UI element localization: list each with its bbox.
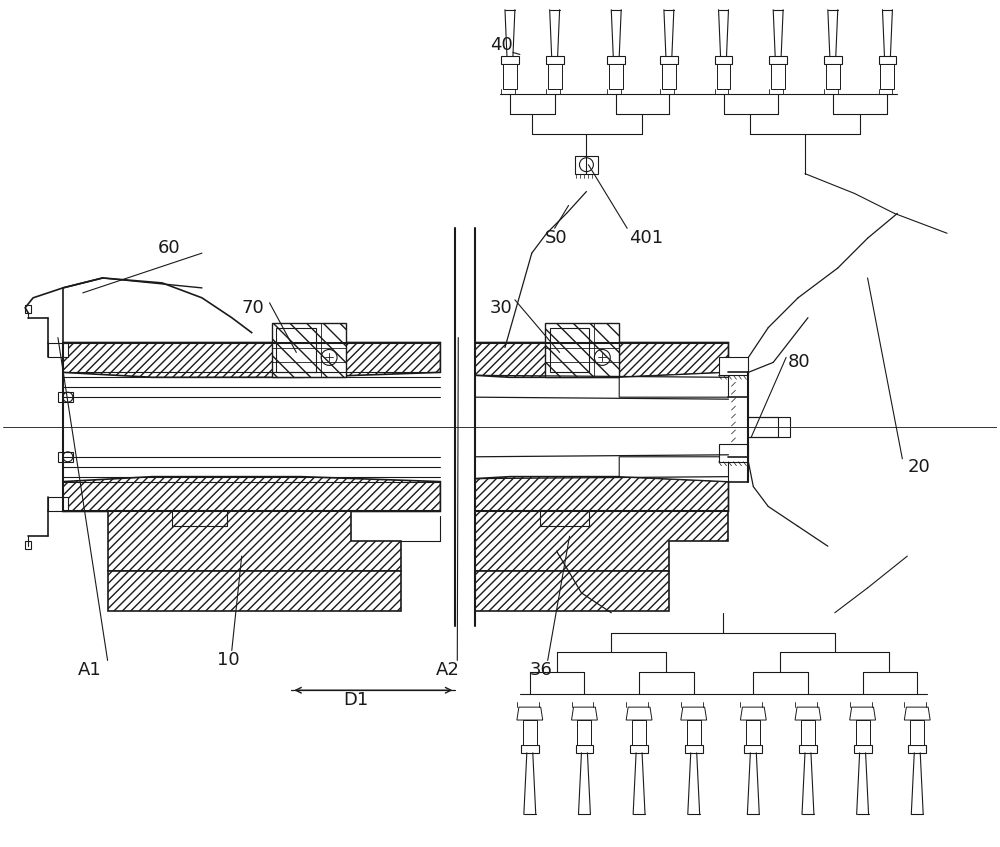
Bar xyxy=(778,417,790,437)
Bar xyxy=(550,328,589,373)
Bar xyxy=(856,720,870,745)
Text: 60: 60 xyxy=(157,239,180,257)
Bar xyxy=(824,57,842,64)
Text: 40: 40 xyxy=(490,36,513,53)
Bar xyxy=(715,57,732,64)
Text: 80: 80 xyxy=(788,353,811,371)
Bar xyxy=(58,392,73,402)
Bar xyxy=(879,57,896,64)
Bar xyxy=(503,64,517,89)
Bar xyxy=(910,720,924,745)
Bar xyxy=(577,720,591,745)
Polygon shape xyxy=(63,477,440,512)
Text: 70: 70 xyxy=(242,299,264,317)
Bar xyxy=(632,720,646,745)
Polygon shape xyxy=(475,571,669,611)
Text: 30: 30 xyxy=(490,299,513,317)
Bar xyxy=(717,64,730,89)
Bar xyxy=(58,451,73,462)
Bar xyxy=(854,745,872,753)
Text: A2: A2 xyxy=(435,662,459,679)
Bar xyxy=(826,64,840,89)
Text: 36: 36 xyxy=(530,662,553,679)
Bar xyxy=(744,745,762,753)
Polygon shape xyxy=(619,457,728,482)
Bar xyxy=(575,156,598,174)
Bar xyxy=(660,57,678,64)
Polygon shape xyxy=(475,342,728,377)
Polygon shape xyxy=(48,342,68,357)
Bar xyxy=(272,323,346,377)
Bar xyxy=(685,745,703,753)
Bar xyxy=(630,745,648,753)
Bar xyxy=(880,64,894,89)
Polygon shape xyxy=(475,477,728,512)
Bar xyxy=(576,745,593,753)
Text: 10: 10 xyxy=(217,651,239,669)
Bar xyxy=(799,745,817,753)
Text: S0: S0 xyxy=(545,230,567,247)
Bar xyxy=(719,444,748,462)
Bar xyxy=(719,357,748,375)
Bar xyxy=(25,541,31,549)
Bar xyxy=(501,57,519,64)
Bar xyxy=(769,57,787,64)
Polygon shape xyxy=(108,512,401,571)
Bar xyxy=(801,720,815,745)
Bar xyxy=(687,720,701,745)
Bar xyxy=(546,57,564,64)
Bar xyxy=(771,64,785,89)
Bar xyxy=(662,64,676,89)
Bar xyxy=(908,745,926,753)
Text: 401: 401 xyxy=(629,230,663,247)
Bar xyxy=(545,323,619,377)
Bar xyxy=(25,305,31,313)
Bar xyxy=(746,720,760,745)
Polygon shape xyxy=(108,571,401,611)
Polygon shape xyxy=(48,496,68,512)
Bar xyxy=(607,57,625,64)
Polygon shape xyxy=(475,512,728,571)
Text: 20: 20 xyxy=(907,457,930,476)
Text: A1: A1 xyxy=(78,662,102,679)
Bar xyxy=(276,328,316,373)
Text: D1: D1 xyxy=(343,691,369,709)
Polygon shape xyxy=(63,342,440,377)
Bar xyxy=(548,64,562,89)
Polygon shape xyxy=(619,373,728,397)
Bar xyxy=(609,64,623,89)
Bar xyxy=(523,720,537,745)
Bar xyxy=(521,745,539,753)
